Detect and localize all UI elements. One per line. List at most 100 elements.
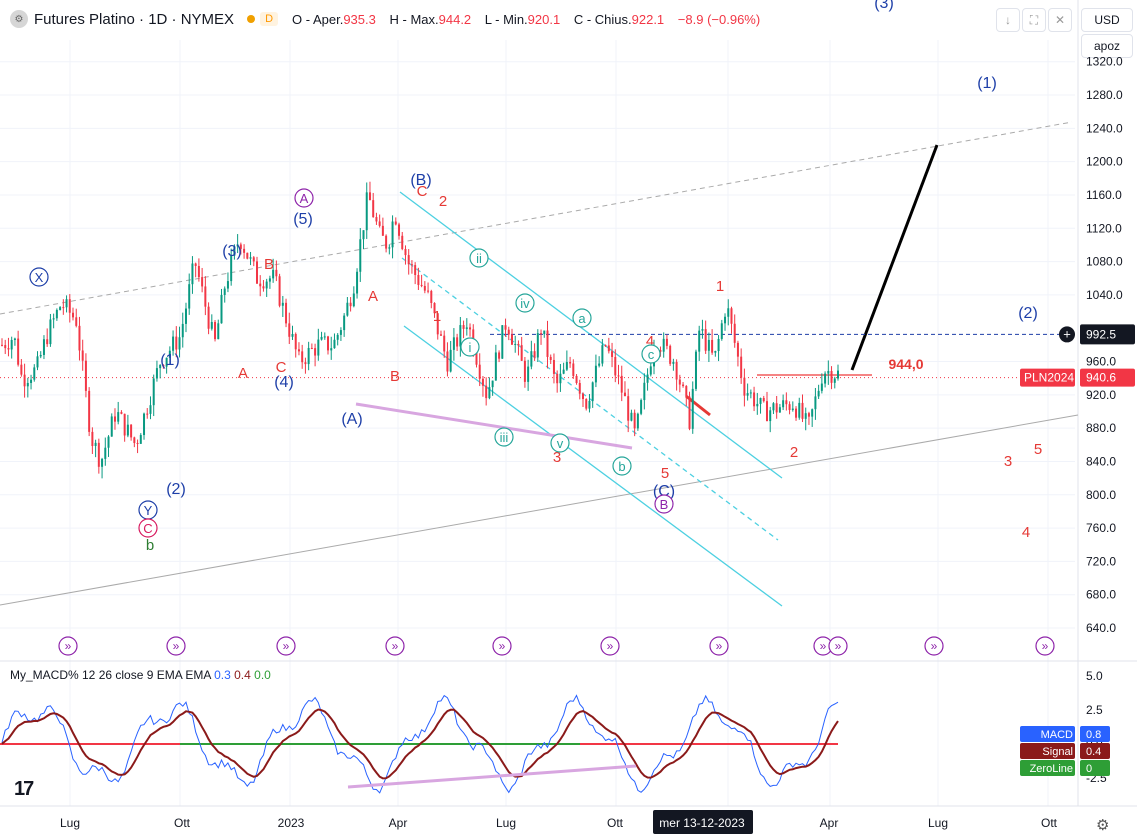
event-marker-icon[interactable]	[924, 636, 944, 656]
candle-body	[214, 322, 217, 340]
candle-body	[517, 343, 520, 346]
candle-body	[252, 257, 255, 262]
candle-body	[33, 367, 36, 380]
candle-body	[591, 382, 594, 401]
candle-body	[162, 364, 165, 367]
scale-mode-button[interactable]: apoz	[1081, 34, 1133, 58]
candle-body	[304, 362, 307, 365]
candle-body	[798, 402, 801, 418]
candle-body	[704, 329, 707, 351]
candle-body	[765, 401, 768, 422]
candle-body	[420, 284, 423, 286]
candle-body	[807, 413, 810, 417]
candle-body	[39, 354, 42, 357]
data-badge[interactable]: D	[260, 12, 279, 26]
event-marker-icon[interactable]	[385, 636, 405, 656]
wave-circle-purple-circle	[654, 494, 674, 514]
candle-body	[78, 325, 81, 351]
time-tick-label: Ott	[174, 816, 191, 830]
candle-body	[117, 412, 120, 422]
event-marker-icon[interactable]	[492, 636, 512, 656]
gear-icon[interactable]: ⚙	[1096, 817, 1110, 834]
candle-body	[533, 351, 536, 358]
macd-title: My_MACD% 12 26 close 9 EMA EMA	[10, 668, 211, 682]
candle-body	[640, 400, 643, 414]
time-tick-label: 2023	[278, 816, 305, 830]
candle-body	[294, 333, 297, 350]
candle-body	[49, 319, 52, 345]
macd-legend-tag	[1020, 726, 1075, 742]
candle-body	[175, 336, 178, 350]
macd-legend-label: Signal	[1042, 746, 1073, 758]
candle-body	[291, 333, 294, 337]
candle-body	[530, 351, 533, 367]
candle-body	[430, 290, 433, 303]
candle-body	[349, 302, 352, 307]
candle-body	[475, 352, 478, 365]
candle-body	[159, 364, 162, 369]
candle-body	[507, 329, 510, 335]
candle-body	[452, 337, 455, 350]
symbol-price-name: PLN2024	[1024, 371, 1074, 385]
fullscreen-icon[interactable]: ⛶	[1022, 8, 1046, 32]
candle-body	[481, 378, 484, 386]
plus-glyph: +	[1063, 326, 1071, 341]
candle-body	[469, 327, 472, 330]
candle-body	[543, 330, 546, 335]
candle-body	[356, 271, 359, 294]
candle-body	[268, 278, 271, 282]
candle-body	[527, 366, 530, 382]
candle-body	[255, 261, 258, 284]
candle-body	[362, 230, 365, 240]
event-marker-icon[interactable]	[1035, 636, 1055, 656]
candle-body	[485, 385, 488, 399]
candle-body	[559, 373, 562, 384]
event-marker-glyph: »	[173, 639, 180, 653]
wave-circle-purple-circle	[138, 518, 158, 538]
candle-body	[246, 252, 249, 259]
candle-body	[84, 360, 87, 391]
event-marker-icon[interactable]	[828, 636, 848, 656]
event-marker-icon[interactable]	[600, 636, 620, 656]
symbol-title[interactable]: Futures Platino · 1D · NYMEX	[34, 10, 235, 28]
event-marker-icon[interactable]	[276, 636, 296, 656]
candle-body	[820, 383, 823, 391]
close-icon[interactable]: ✕	[1048, 8, 1072, 32]
macd-line	[1, 694, 839, 794]
ohlc-readout: O - Aper.935.3 H - Max.944.2 L - Min.920…	[292, 11, 761, 27]
time-tick-label: Lug	[928, 816, 948, 830]
event-marker-icon[interactable]	[166, 636, 186, 656]
candle-body	[785, 400, 788, 405]
candle-body	[327, 336, 330, 351]
candle-body	[191, 263, 194, 285]
wave-label-blue: (3)	[874, 0, 894, 12]
candle-body	[510, 334, 513, 345]
candle-body	[817, 390, 820, 397]
event-marker-icon[interactable]	[58, 636, 78, 656]
candle-body	[578, 382, 581, 394]
candle-body	[636, 413, 639, 429]
arrow-down-icon[interactable]: ↓	[996, 8, 1020, 32]
candle-body	[672, 361, 675, 364]
candle-body	[588, 400, 591, 409]
candle-body	[594, 365, 597, 383]
candle-body	[501, 325, 504, 359]
plus-icon[interactable]	[1059, 326, 1075, 343]
currency-select[interactable]: USD	[1081, 8, 1133, 32]
wave-circle-teal: ii	[476, 251, 482, 266]
candle-body	[310, 347, 313, 349]
macd-legend-value-tag	[1080, 743, 1110, 759]
macd-header: My_MACD% 12 26 close 9 EMA EMA 0.3 0.4 0…	[10, 668, 271, 682]
candle-body	[733, 323, 736, 343]
event-marker-icon[interactable]	[709, 636, 729, 656]
price-tick-label: 920.0	[1086, 388, 1116, 402]
candle-body	[772, 403, 775, 411]
candle-body	[678, 379, 681, 385]
candle-body	[136, 442, 139, 444]
macd-tick-label: 2.5	[1086, 703, 1103, 717]
candle-body	[769, 410, 772, 422]
wave-label-blue: (2)	[166, 481, 186, 498]
candle-body	[549, 356, 552, 360]
